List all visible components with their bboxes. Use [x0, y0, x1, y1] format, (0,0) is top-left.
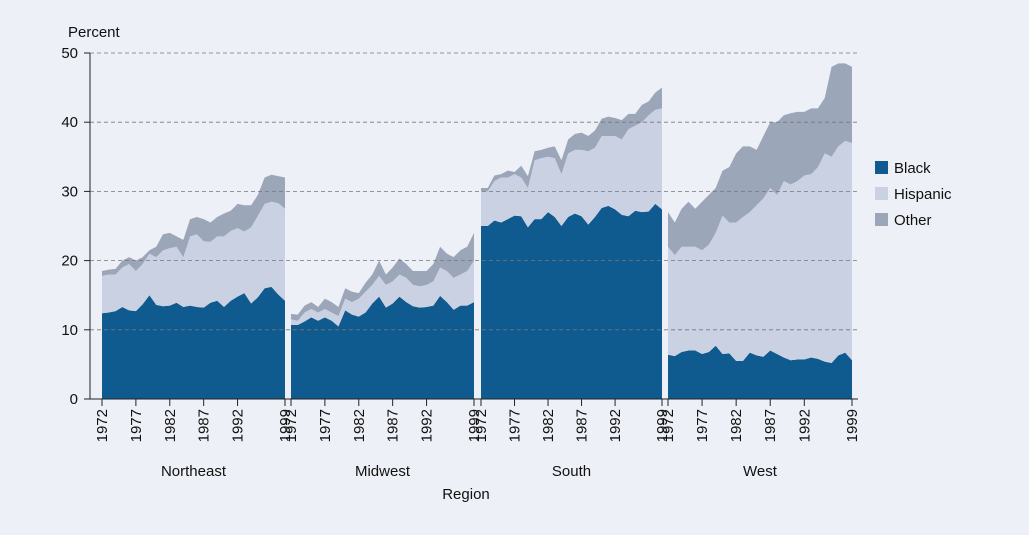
x-tick-label: 1987: [762, 409, 779, 442]
area: [481, 203, 662, 399]
panel-label: Northeast: [161, 463, 227, 480]
area: [481, 87, 662, 192]
y-tick-label: 0: [70, 391, 78, 408]
x-tick-label: 1977: [507, 409, 524, 442]
y-tick-label: 30: [61, 183, 78, 200]
area: [102, 286, 285, 399]
x-tick-label: 1987: [574, 409, 591, 442]
x-tick-label: 1982: [351, 409, 368, 442]
legend-swatch: [875, 213, 888, 226]
x-tick-label: 1992: [607, 409, 624, 442]
panel-label: Midwest: [355, 463, 411, 480]
panel-label: West: [743, 463, 778, 480]
panel-label: South: [552, 463, 591, 480]
x-tick-label: 1982: [728, 409, 745, 442]
area: [102, 174, 285, 276]
y-tick-label: 20: [61, 253, 78, 270]
x-tick-label: 1972: [94, 409, 111, 442]
legend-swatch: [875, 161, 888, 174]
x-tick-label: 1982: [162, 409, 179, 442]
x-tick-label: 1987: [196, 409, 213, 442]
y-axis-label: Percent: [68, 24, 121, 41]
area: [102, 201, 285, 314]
y-tick-label: 40: [61, 114, 78, 131]
area: [291, 260, 474, 327]
x-tick-label: 1977: [317, 409, 334, 442]
area: [291, 232, 474, 321]
x-tick-label: 1977: [128, 409, 145, 442]
area: [668, 63, 852, 256]
x-tick-label: 1999: [844, 409, 861, 442]
x-tick-label: 1992: [419, 409, 436, 442]
x-tick-label: 1987: [385, 409, 402, 442]
y-tick-label: 50: [61, 45, 78, 62]
x-tick-label: 1977: [694, 409, 711, 442]
y-tick-label: 10: [61, 322, 78, 339]
legend-label: Hispanic: [894, 186, 952, 203]
x-tick-label: 1999: [654, 409, 671, 442]
area: [291, 295, 474, 399]
legend-label: Other: [894, 212, 932, 229]
x-tick-label: 1972: [660, 409, 677, 442]
area: [668, 345, 852, 399]
legend-swatch: [875, 187, 888, 200]
area: [668, 140, 852, 364]
x-tick-label: 1992: [796, 409, 813, 442]
x-tick-label: 1972: [473, 409, 490, 442]
x-tick-label: 1982: [540, 409, 557, 442]
x-axis-label: Region: [442, 486, 490, 503]
area: [481, 108, 662, 228]
x-tick-label: 1999: [466, 409, 483, 442]
x-tick-label: 1972: [283, 409, 300, 442]
x-tick-label: 1999: [277, 409, 294, 442]
legend-label: Black: [894, 160, 931, 177]
x-tick-label: 1992: [230, 409, 247, 442]
